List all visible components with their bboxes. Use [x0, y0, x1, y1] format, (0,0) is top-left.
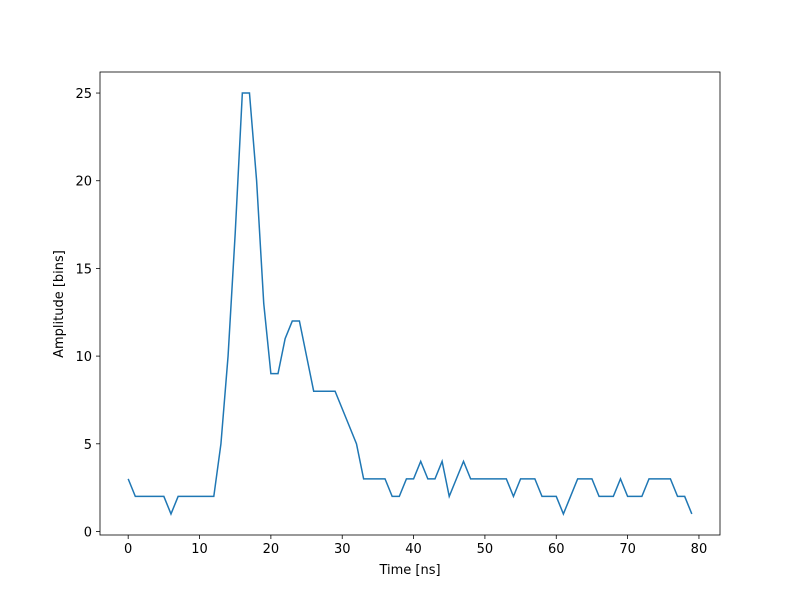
- x-axis-label: Time [ns]: [378, 563, 440, 578]
- y-axis-label: Amplitude [bins]: [52, 250, 67, 358]
- x-tick-label: 0: [124, 542, 132, 557]
- y-tick-label: 15: [75, 262, 92, 277]
- x-tick-label: 30: [334, 542, 351, 557]
- y-tick-label: 25: [75, 87, 92, 102]
- x-tick-label: 60: [548, 542, 565, 557]
- x-tick-label: 80: [691, 542, 708, 557]
- data-line: [127, 92, 693, 516]
- x-tick-label: 20: [263, 542, 280, 557]
- y-tick-label: 20: [75, 175, 92, 190]
- x-tick-label: 50: [477, 542, 494, 557]
- y-tick-label: 5: [84, 438, 92, 453]
- y-tick-label: 10: [75, 350, 92, 365]
- x-tick-label: 40: [405, 542, 422, 557]
- y-tick-label: 0: [84, 525, 92, 540]
- plot-frame: [99, 71, 721, 536]
- x-tick-label: 10: [191, 542, 208, 557]
- x-tick-label: 70: [619, 542, 636, 557]
